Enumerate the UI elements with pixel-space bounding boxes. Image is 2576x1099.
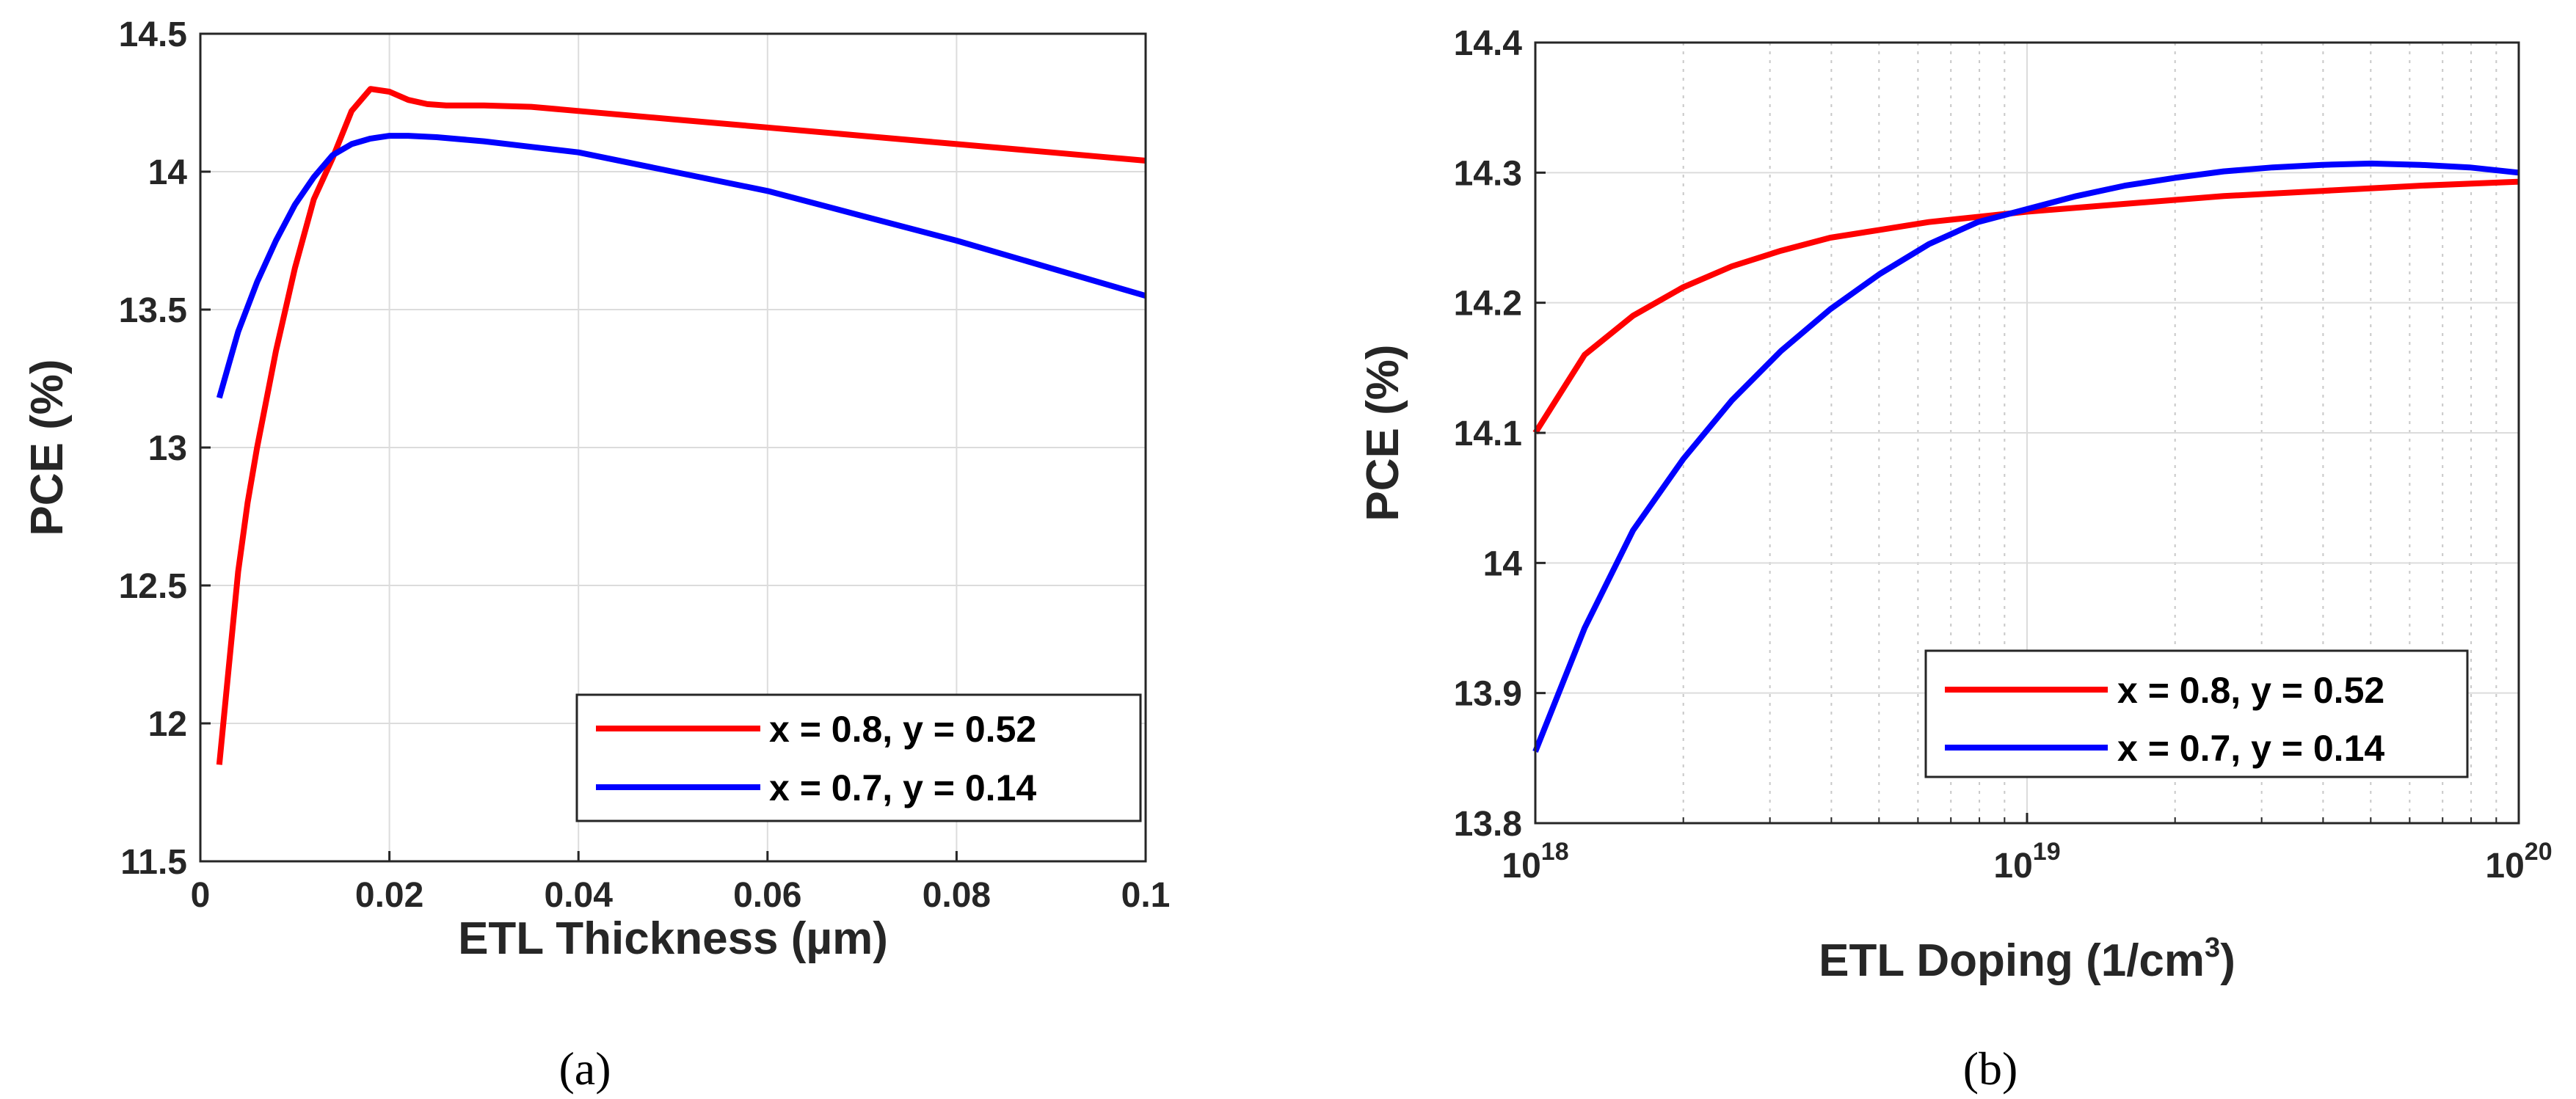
series-a xyxy=(216,86,1147,765)
legend-label-a-1: x = 0.7, y = 0.14 xyxy=(769,767,1036,808)
x-tick-exp-b: 18 xyxy=(1541,838,1569,866)
chart-a: 0 0.02 0.04 0.06 0.08 0.1 11.5 12 12.5 13 13.5 14 14… xyxy=(22,15,1170,1095)
x-tick-label-a: 0 xyxy=(191,876,211,915)
ticks-a: 0 0.02 0.04 0.06 0.08 0.1 11.5 12 12.5 13 13.5 14 14… xyxy=(119,15,1171,915)
legend-label-b-1: x = 0.7, y = 0.14 xyxy=(2117,728,2384,769)
x-tick-label-a: 0.08 xyxy=(923,876,991,915)
x-tick-base-b: 10 xyxy=(1993,847,2032,886)
x-tick-exp-b: 19 xyxy=(2033,838,2061,866)
x-tick-label-b: 1019 xyxy=(1993,838,2060,886)
y-tick-label-b: 14.1 xyxy=(1454,415,1522,453)
y-tick-label-a: 13 xyxy=(148,429,187,468)
y-tick-label-a: 11.5 xyxy=(120,843,187,882)
y-tick-label-b: 13.8 xyxy=(1454,805,1522,844)
y-tick-label-b: 14.3 xyxy=(1454,154,1522,193)
legend-a: x = 0.8, y = 0.52 x = 0.7, y = 0.14 xyxy=(575,693,1142,822)
series-line-a-1 xyxy=(216,133,1147,399)
x-axis-label-b: ETL Doping (1/cm3) xyxy=(1819,932,2235,986)
x-tick-label-a: 0.1 xyxy=(1121,876,1171,915)
series-line-a-0 xyxy=(216,86,1146,765)
y-tick-label-b: 14.2 xyxy=(1454,285,1522,324)
y-tick-label-a: 14.5 xyxy=(119,15,187,54)
x-axis-label-b-sup: 3 xyxy=(2205,932,2220,963)
caption-b: (b) xyxy=(1963,1043,2018,1095)
x-tick-label-b: 1020 xyxy=(2485,838,2552,886)
grid-b xyxy=(1535,42,2519,824)
x-tick-base-b: 10 xyxy=(2485,847,2524,886)
legend-label-b-0: x = 0.8, y = 0.52 xyxy=(2117,670,2384,711)
series-line-b-0 xyxy=(1532,178,2519,435)
y-axis-label-b: PCE (%) xyxy=(1358,344,1408,521)
x-tick-label-a: 0.06 xyxy=(733,876,801,915)
y-tick-label-a: 12.5 xyxy=(119,567,187,606)
y-tick-label-a: 12 xyxy=(148,705,187,744)
y-tick-label-a: 13.5 xyxy=(119,291,187,330)
y-tick-label-a: 14 xyxy=(148,153,188,192)
series-b xyxy=(1532,160,2519,753)
series-line-b-1 xyxy=(1532,160,2519,753)
x-tick-exp-b: 20 xyxy=(2525,838,2553,866)
y-tick-label-b: 14 xyxy=(1483,544,1523,583)
legend-box-b xyxy=(1924,649,2469,778)
legend-b: x = 0.8, y = 0.52 x = 0.7, y = 0.14 xyxy=(1924,649,2469,778)
legend-label-a-0: x = 0.8, y = 0.52 xyxy=(769,709,1036,750)
x-axis-label-a: ETL Thickness (µm) xyxy=(458,913,888,964)
x-tick-base-b: 10 xyxy=(1502,847,1540,886)
caption-a: (a) xyxy=(559,1043,611,1095)
x-axis-label-b-main: ETL Doping (1/cm xyxy=(1819,935,2205,986)
x-axis-label-b-end: ) xyxy=(2220,935,2235,986)
legend-box-a xyxy=(575,693,1142,822)
y-tick-label-b: 13.9 xyxy=(1454,675,1522,714)
y-tick-label-b: 14.4 xyxy=(1454,24,1523,63)
x-tick-label-b: 1018 xyxy=(1502,838,1568,886)
x-tick-label-a: 0.02 xyxy=(355,876,423,915)
grid-a xyxy=(200,33,1146,862)
y-axis-label-a: PCE (%) xyxy=(22,359,73,536)
x-tick-label-a: 0.04 xyxy=(544,876,613,915)
